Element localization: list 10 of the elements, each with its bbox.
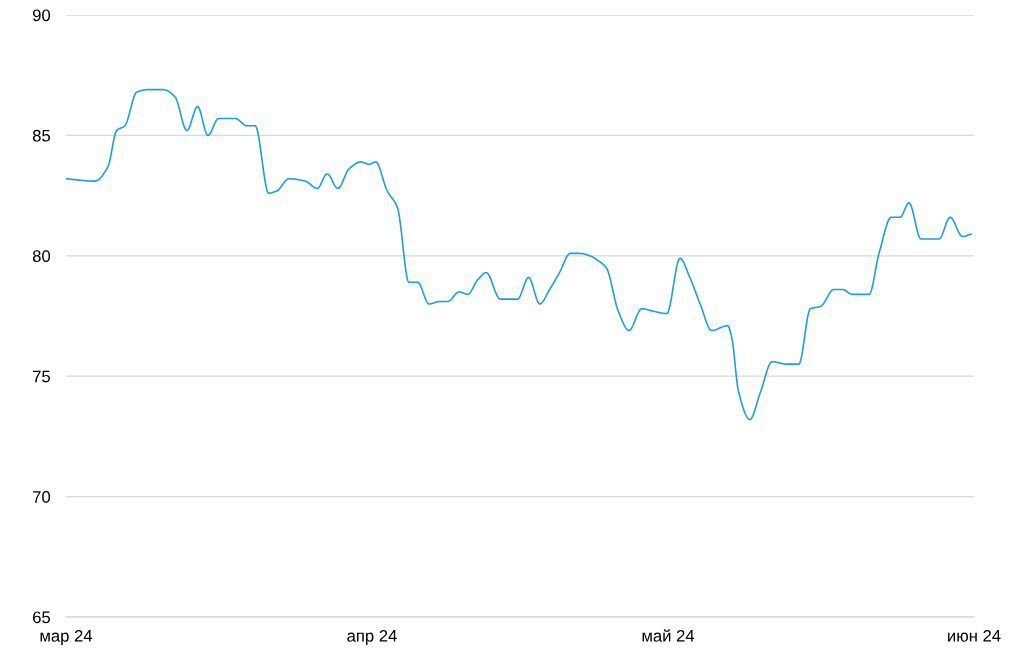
y-tick-label: 80 — [32, 250, 51, 262]
y-tick-label: 75 — [33, 370, 51, 383]
y-tick-label: 70 — [33, 491, 51, 503]
x-tick-label: июн 24 — [948, 629, 1001, 642]
x-tick-label: май 24 — [642, 629, 695, 642]
y-tick-label: 90 — [32, 9, 51, 22]
x-tick-label: апр 24 — [347, 629, 397, 646]
y-tick-label: 85 — [32, 129, 51, 142]
x-tick-label: мар 24 — [40, 629, 93, 646]
y-tick-label: 65 — [33, 611, 51, 624]
